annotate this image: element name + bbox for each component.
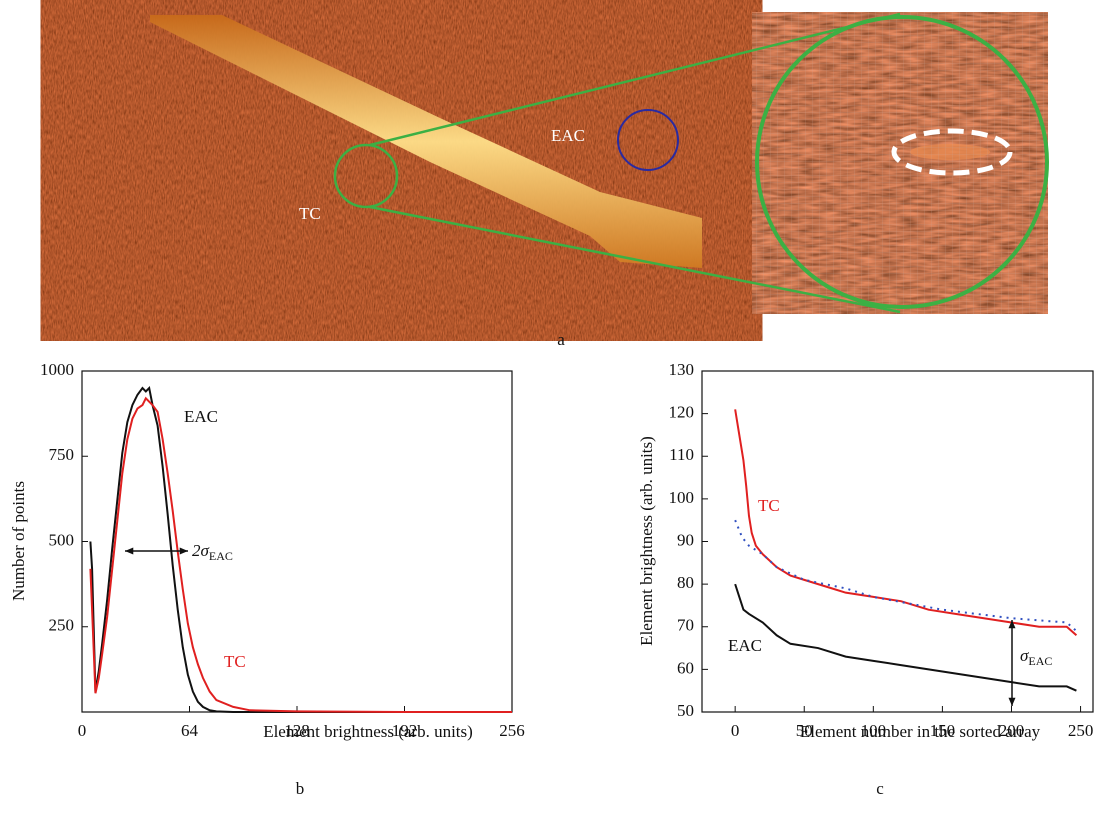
plot-frame — [81, 370, 513, 713]
annotation-sub: EAC — [1028, 654, 1052, 668]
arrow-head — [125, 547, 134, 555]
x-tick-label: 150 — [930, 721, 956, 740]
series-line — [89, 396, 512, 713]
zoom-image — [752, 12, 1048, 314]
zoom-line — [369, 12, 901, 147]
tc-ellipse — [891, 128, 1013, 176]
y-tick-label: 50 — [677, 701, 694, 720]
y-tick-label: 500 — [49, 530, 75, 549]
x-tick-label: 50 — [796, 721, 813, 740]
panel-caption: a — [557, 330, 565, 349]
x-tick-label: 256 — [499, 721, 525, 740]
x-tick-label: 192 — [392, 721, 418, 740]
y-tick-label: 80 — [677, 573, 694, 592]
zoom-line — [369, 205, 901, 314]
y-axis-label: Element brightness (arb. units) — [637, 436, 656, 646]
y-tick-label: 1000 — [40, 360, 74, 379]
x-tick-label: 250 — [1068, 721, 1094, 740]
y-tick-label: 250 — [49, 616, 75, 635]
y-tick-label: 60 — [677, 658, 694, 677]
arrow-head — [1008, 620, 1016, 629]
annotation-text: σ — [1020, 646, 1029, 665]
y-tick-label: 130 — [669, 360, 695, 379]
x-tick-label: 100 — [861, 721, 887, 740]
annotation: σEAC — [1020, 646, 1052, 668]
y-tick-label: 120 — [669, 403, 695, 422]
tc-circle — [333, 143, 399, 209]
y-tick-label: 100 — [669, 488, 695, 507]
tc-label: TC — [299, 204, 321, 223]
x-tick-label: 200 — [999, 721, 1025, 740]
arrow-head — [1008, 697, 1016, 706]
series-line — [734, 409, 1078, 637]
y-tick-label: 90 — [677, 530, 694, 549]
y-tick-label: 70 — [677, 616, 694, 635]
series-label: EAC — [184, 407, 218, 426]
annotation: 2σEAC — [192, 541, 233, 563]
y-axis-label: Number of points — [9, 481, 28, 601]
x-tick-label: 0 — [731, 721, 740, 740]
x-axis-label: Element brightness (arb. units) — [263, 722, 473, 741]
annotation-sub: EAC — [209, 549, 233, 563]
panel-a: TC EAC a — [98, 12, 1049, 349]
series-line — [734, 583, 1077, 692]
eac-circle — [617, 109, 679, 171]
x-axis-label: Element number in the sorted array — [800, 722, 1041, 741]
series-label: TC — [758, 496, 780, 515]
image-band — [150, 15, 702, 268]
x-tick-label: 128 — [284, 721, 310, 740]
series-line — [734, 519, 1078, 632]
zoom-circle — [755, 15, 1049, 309]
x-tick-label: 0 — [78, 721, 87, 740]
x-tick-label: 64 — [181, 721, 199, 740]
series-line — [89, 386, 512, 713]
eac-label: EAC — [551, 126, 585, 145]
micro-image — [101, 15, 702, 311]
series-label: EAC — [728, 636, 762, 655]
panel-caption: c — [876, 779, 884, 798]
arrow-head — [179, 547, 188, 555]
y-tick-label: 110 — [669, 445, 694, 464]
series-label: TC — [224, 652, 246, 671]
panel-caption: b — [296, 779, 305, 798]
y-tick-label: 750 — [49, 445, 75, 464]
annotation-text: 2σ — [192, 541, 210, 560]
